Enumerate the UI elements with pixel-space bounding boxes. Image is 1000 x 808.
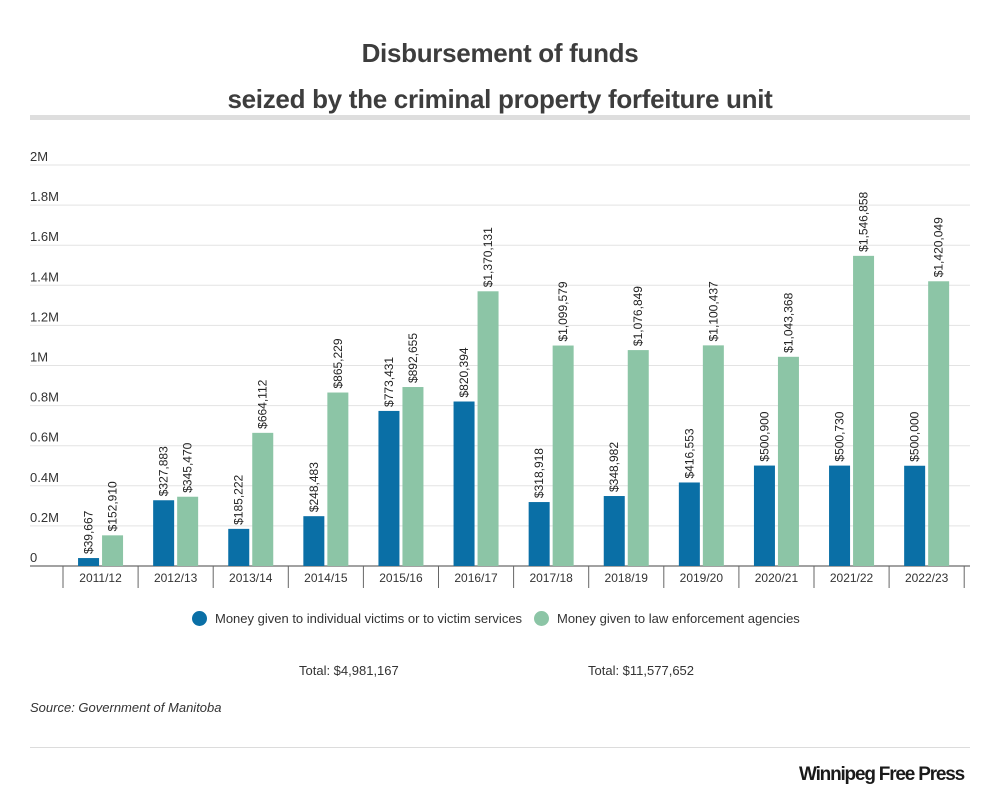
bar-victims <box>829 465 851 566</box>
bar-victims <box>78 558 100 566</box>
bar-victims <box>303 516 325 566</box>
y-tick-label: 1.4M <box>30 269 59 284</box>
bar-victims <box>753 465 775 566</box>
data-label: $1,100,437 <box>706 281 720 341</box>
title-divider <box>30 115 970 120</box>
footer-divider <box>30 747 970 748</box>
data-label: $500,900 <box>757 411 771 461</box>
legend-swatch-victims <box>192 611 207 626</box>
legend-item-law-enforcement: Money given to law enforcement agencies <box>534 611 800 626</box>
bar-victims <box>228 528 250 566</box>
bar-law-enforcement <box>402 387 424 566</box>
y-tick-label: 1M <box>30 350 48 365</box>
total-victims: Total: $4,981,167 <box>299 663 399 678</box>
data-label: $500,000 <box>908 411 922 461</box>
data-label: $664,112 <box>256 379 270 428</box>
legend-item-victims: Money given to individual victims or to … <box>192 611 522 626</box>
data-label: $152,910 <box>106 481 120 531</box>
bar-victims <box>153 500 175 566</box>
data-label: $185,222 <box>232 474 246 524</box>
data-label: $1,099,579 <box>556 281 570 341</box>
data-label: $820,394 <box>457 347 471 397</box>
bar-law-enforcement <box>327 392 349 566</box>
data-label: $248,483 <box>307 462 321 512</box>
y-tick-label: 1.2M <box>30 309 59 324</box>
y-tick-label: 0.8M <box>30 390 59 405</box>
legend-label-victims: Money given to individual victims or to … <box>215 611 523 626</box>
y-tick-label: 2M <box>30 149 48 164</box>
y-tick-label: 0.2M <box>30 510 59 525</box>
y-tick-label: 0 <box>30 550 37 565</box>
source-note: Source: Government of Manitoba <box>30 700 222 715</box>
x-tick-label: 2019/20 <box>680 571 724 585</box>
bar-law-enforcement <box>853 255 875 566</box>
bar-victims <box>603 496 625 566</box>
bar-chart: 0 0.2M 0.4M 0.6M 0.8M 1M 1.2M 1.4M 1.6M 1.8M 2M 201… <box>30 149 970 588</box>
data-label: $1,546,858 <box>857 191 871 251</box>
bar-victims <box>528 502 550 566</box>
data-label: $318,918 <box>532 448 546 498</box>
y-tick-label: 0.4M <box>30 470 59 485</box>
bar-victims <box>678 482 700 566</box>
data-label: $1,076,849 <box>631 286 645 346</box>
legend-swatch-law-enforcement <box>534 611 549 626</box>
publisher-logo: Winnipeg Free Press <box>799 764 965 785</box>
x-tick-label: 2011/12 <box>79 571 122 585</box>
bar-law-enforcement <box>252 432 274 566</box>
bar-law-enforcement <box>477 291 499 566</box>
x-tick-label: 2018/19 <box>605 571 649 585</box>
x-tick-label: 2015/16 <box>379 571 423 585</box>
data-label: $773,431 <box>382 357 396 407</box>
data-label: $345,470 <box>181 442 195 492</box>
bar-law-enforcement <box>177 496 199 566</box>
data-label: $500,730 <box>833 411 847 461</box>
data-label: $865,229 <box>331 338 345 388</box>
data-label: $892,655 <box>406 333 420 383</box>
chart-title-line-2: seized by the criminal property forfeitu… <box>227 84 773 114</box>
x-tick-label: 2014/15 <box>304 571 348 585</box>
data-label: $348,982 <box>607 442 621 492</box>
x-tick-label: 2020/21 <box>755 571 799 585</box>
legend: Money given to individual victims or to … <box>0 611 1000 633</box>
data-label: $416,553 <box>682 428 696 478</box>
data-label: $1,043,368 <box>781 292 795 352</box>
x-tick-label: 2013/14 <box>229 571 273 585</box>
bar-victims <box>453 401 475 566</box>
data-label: $1,420,049 <box>932 217 946 277</box>
x-tick-label: 2016/17 <box>454 571 498 585</box>
total-law-enforcement: Total: $11,577,652 <box>588 663 695 678</box>
chart-title: Disbursement of funds seized by the crim… <box>0 30 1000 122</box>
x-tick-label: 2017/18 <box>529 571 573 585</box>
bar-law-enforcement <box>928 281 950 566</box>
bar-law-enforcement <box>102 535 124 566</box>
bar-law-enforcement <box>552 345 574 566</box>
chart-title-line-1: Disbursement of funds <box>361 38 639 68</box>
x-tick-label: 2022/23 <box>905 571 949 585</box>
x-tick-label: 2021/22 <box>830 571 874 585</box>
x-tick-label: 2012/13 <box>154 571 198 585</box>
legend-label-law-enforcement: Money given to law enforcement agencies <box>557 611 800 626</box>
bar-law-enforcement <box>627 350 649 566</box>
bar-law-enforcement <box>702 345 724 566</box>
y-tick-label: 1.6M <box>30 229 59 244</box>
bar-law-enforcement <box>777 356 799 566</box>
data-label: $1,370,131 <box>481 227 495 287</box>
bar-victims <box>904 465 926 566</box>
y-tick-label: 0.6M <box>30 430 59 445</box>
bar-victims <box>378 410 400 566</box>
data-label: $39,667 <box>82 510 96 554</box>
data-label: $327,883 <box>157 446 171 496</box>
y-tick-label: 1.8M <box>30 189 59 204</box>
